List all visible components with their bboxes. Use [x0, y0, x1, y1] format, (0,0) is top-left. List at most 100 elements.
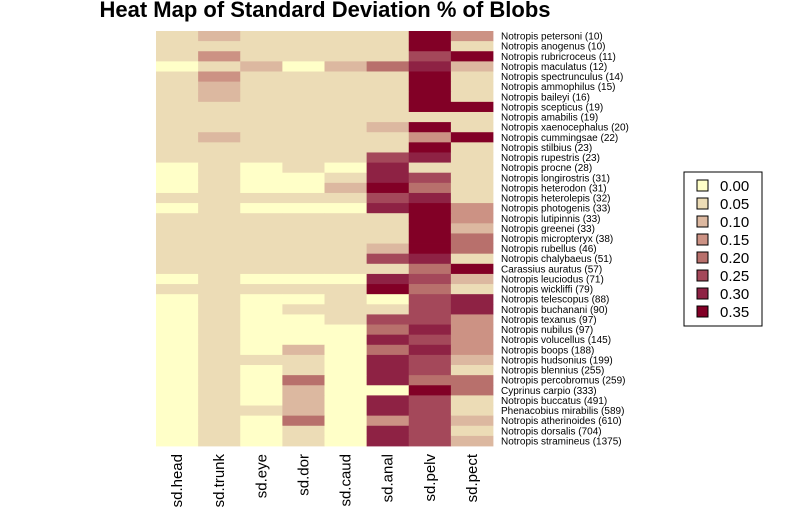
- row-label: Notropis photogenis (33): [501, 204, 611, 215]
- heatmap-cell: [282, 435, 325, 447]
- row-label: Notropis buchanani (90): [501, 305, 608, 316]
- heatmap-cell: [366, 294, 410, 305]
- heatmap-cell: [324, 425, 368, 437]
- heatmap-cell: [450, 243, 494, 255]
- row-labels: Notropis petersoni (10)Notropis anogenus…: [501, 32, 629, 448]
- row-label: Notropis procne (28): [501, 163, 592, 174]
- heatmap-cell: [408, 425, 452, 437]
- heatmap-cell: [450, 263, 494, 275]
- heatmap-cell: [240, 365, 283, 376]
- heatmap-cell: [408, 111, 452, 123]
- heatmap-cell: [156, 243, 199, 255]
- heatmap-cell: [408, 294, 452, 305]
- heatmap-cell: [408, 375, 452, 386]
- heatmap-cell: [156, 81, 199, 93]
- heatmap-cell: [198, 304, 241, 315]
- heatmap-cell: [240, 425, 283, 437]
- row-label: Notropis baileyi (16): [501, 92, 590, 103]
- heatmap-cell: [408, 162, 452, 174]
- heatmap-cell: [198, 233, 241, 244]
- legend-swatch: [696, 197, 709, 210]
- heatmap-cell: [366, 51, 410, 62]
- heatmap-cell: [198, 61, 241, 72]
- heatmap-cell: [156, 253, 199, 265]
- heatmap-cell: [324, 354, 368, 366]
- heatmap-cell: [324, 273, 368, 285]
- heatmap-cell: [408, 203, 452, 214]
- row-label: Notropis dorsalis (704): [501, 426, 602, 437]
- heatmap-cell: [366, 263, 410, 275]
- heatmap-cell: [408, 192, 452, 204]
- heatmap-cell: [450, 51, 494, 62]
- heatmap-cell: [450, 101, 494, 113]
- heatmap-cell: [366, 132, 410, 143]
- heatmap-cell: [240, 152, 283, 163]
- heatmap-cell: [366, 71, 410, 83]
- row-label: Notropis scepticus (19): [501, 102, 603, 113]
- row-label: Notropis greenei (33): [501, 224, 595, 235]
- heatmap-cell: [156, 375, 199, 386]
- heatmap-cell: [198, 415, 241, 427]
- heatmap-cell: [198, 435, 241, 447]
- heatmap-cell: [240, 243, 283, 255]
- heatmap-cell: [324, 415, 368, 427]
- heatmap-cell: [240, 101, 283, 113]
- heatmap-cell: [450, 284, 494, 295]
- legend: 0.000.050.100.150.200.250.300.35: [683, 171, 763, 327]
- heatmap-cell: [198, 405, 241, 417]
- heatmap-cell: [282, 142, 325, 153]
- heatmap-cell: [408, 354, 452, 366]
- heatmap-cell: [240, 375, 283, 386]
- heatmap-cell: [408, 213, 452, 224]
- column-label: sd.pect: [464, 453, 481, 502]
- heatmap-cell: [324, 61, 368, 72]
- heatmap-cell: [282, 203, 325, 214]
- heatmap-cell: [324, 203, 368, 214]
- heatmap-cell: [240, 132, 283, 143]
- heatmap-cell: [450, 132, 494, 143]
- heatmap-cell: [156, 132, 199, 143]
- heatmap-cell: [198, 152, 241, 163]
- row-label: Notropis wickliffi (79): [501, 285, 593, 296]
- heatmap-cell: [240, 41, 283, 52]
- heatmap-cell: [324, 213, 368, 224]
- heatmap-cell: [450, 142, 494, 153]
- heatmap-cell: [240, 213, 283, 224]
- heatmap-cell: [282, 425, 325, 437]
- heatmap-cell: [282, 314, 325, 325]
- heatmap-cell: [156, 61, 199, 72]
- heatmap-cell: [366, 172, 410, 184]
- heatmap-cell: [324, 192, 368, 204]
- row-label: Notropis maculatus (12): [501, 62, 607, 73]
- row-label: Notropis heterolepis (32): [501, 194, 611, 205]
- heatmap-cell: [324, 435, 368, 447]
- heatmap-cell: [198, 91, 241, 103]
- heatmap-cell: [366, 91, 410, 103]
- heatmap-cell: [198, 192, 241, 204]
- heatmap-cell: [240, 284, 283, 295]
- legend-swatch: [696, 305, 709, 318]
- heatmap-cell: [450, 111, 494, 123]
- heatmap-cell: [366, 415, 410, 427]
- heatmap-cell: [240, 61, 283, 72]
- heatmap-cell: [198, 101, 241, 113]
- legend-swatch: [696, 179, 709, 192]
- heatmap-cell: [198, 31, 241, 42]
- heatmap-cell: [366, 81, 410, 93]
- heatmap-cell: [198, 51, 241, 62]
- legend-swatch: [696, 215, 709, 228]
- legend-label: 0.00: [720, 178, 749, 195]
- heatmap-cell: [156, 223, 199, 234]
- heatmap-cell: [450, 324, 494, 336]
- heatmap-cell: [408, 61, 452, 72]
- column-label: sd.dor: [295, 454, 312, 496]
- heatmap-cell: [198, 162, 241, 174]
- heatmap-cell: [240, 395, 283, 406]
- heatmap-cell: [156, 334, 199, 346]
- heatmap-cell: [282, 304, 325, 315]
- heatmap-cell: [240, 294, 283, 305]
- heatmap-cell: [156, 324, 199, 336]
- heatmap-cell: [450, 334, 494, 346]
- heatmap-cell: [156, 354, 199, 366]
